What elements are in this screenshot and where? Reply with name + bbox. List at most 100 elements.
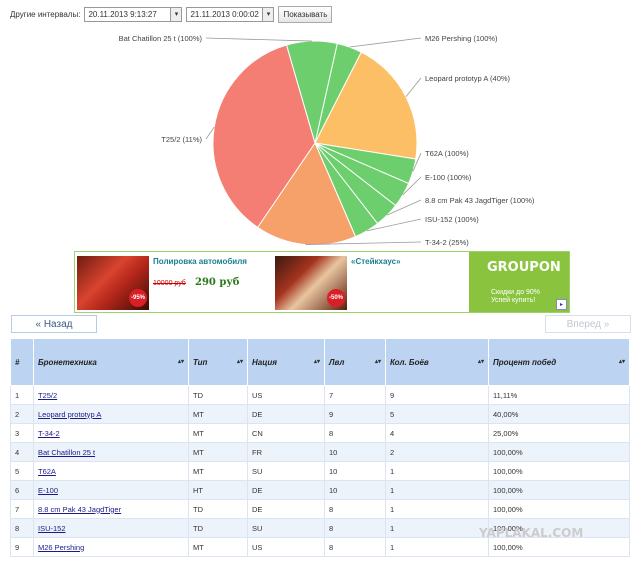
col-winrate[interactable]: Процент побед ▴▾: [488, 338, 630, 386]
groupon-tagline: Скидки до 90%: [491, 289, 540, 296]
table-cell: SU: [247, 518, 325, 538]
discount-badge: -50%: [327, 289, 345, 307]
table-cell: 4: [10, 442, 34, 462]
vehicle-link[interactable]: T25/2: [38, 390, 58, 400]
back-button[interactable]: « Назад: [11, 315, 97, 333]
date-to-value: 21.11.2013 0:00:02: [190, 9, 259, 19]
vehicle-link[interactable]: M26 Pershing: [38, 542, 85, 552]
slice-label: T-34-2 (25%): [425, 238, 469, 247]
table-cell: 7: [324, 385, 386, 405]
table-cell: 2: [10, 404, 34, 424]
table-cell: 8: [324, 423, 386, 443]
discount-badge: -95%: [129, 289, 147, 307]
table-cell: 2: [385, 442, 489, 462]
table-cell: MT: [188, 537, 248, 557]
show-button[interactable]: Показывать: [278, 5, 333, 23]
slice-label: T25/2 (11%): [161, 135, 202, 144]
old-price: 10000 руб: [153, 280, 186, 287]
date-from-field[interactable]: 20.11.2013 9:13:27 ▾: [84, 6, 183, 22]
slice-label: Bat Chatillon 25 t (100%): [119, 34, 203, 43]
col-vehicle[interactable]: Бронетехника ▴▾: [33, 338, 189, 386]
table-cell: SU: [247, 461, 325, 481]
table-row: 6 E-100 HT DE 10 1 100,00%: [10, 480, 630, 500]
sort-icon[interactable]: ▴▾: [618, 359, 625, 365]
table-cell: 10: [324, 442, 386, 462]
table-cell: Bat Chatillon 25 t: [33, 442, 189, 462]
col-number[interactable]: #: [10, 338, 34, 386]
table-cell: 1: [385, 480, 489, 500]
info-icon[interactable]: ▸: [556, 299, 567, 310]
table-cell: M26 Pershing: [33, 537, 189, 557]
vehicle-link[interactable]: E-100: [38, 485, 59, 495]
vehicle-link[interactable]: T-34-2: [38, 428, 60, 438]
table-cell: Leopard prototyp A: [33, 404, 189, 424]
sort-icon[interactable]: ▴▾: [177, 359, 184, 365]
table-row: 5 T62A MT SU 10 1 100,00%: [10, 461, 630, 481]
table-cell: 1: [385, 518, 489, 538]
slice-leader-line: [405, 77, 422, 97]
table-cell: MT: [188, 423, 248, 443]
slice-leader-line: [205, 37, 312, 42]
col-type[interactable]: Тип ▴▾: [188, 338, 248, 386]
table-cell: 1: [385, 461, 489, 481]
table-row: 4 Bat Chatillon 25 t MT FR 10 2 100,00%: [10, 442, 630, 462]
vehicle-link[interactable]: Leopard prototyp A: [38, 409, 102, 419]
date-from-value: 20.11.2013 9:13:27: [88, 9, 157, 19]
table-cell: TD: [188, 385, 248, 405]
vehicle-link[interactable]: 8.8 cm Pak 43 JagdTiger: [38, 504, 122, 514]
table-row: 8 ISU-152 TD SU 8 1 100,00%: [10, 518, 630, 538]
table-cell: 8: [324, 499, 386, 519]
ad-item-polish[interactable]: -95% Полировка автомобиля 10000 руб 290 …: [75, 254, 271, 310]
slice-leader-line: [412, 152, 422, 172]
slice-leader-line: [386, 199, 422, 216]
table-cell: 3: [10, 423, 34, 443]
table-cell: 8.8 cm Pak 43 JagdTiger: [33, 499, 189, 519]
table-cell: TD: [188, 499, 248, 519]
groupon-ad[interactable]: GROUPON Скидки до 90% Успей купить! ▸: [469, 252, 569, 312]
table-cell: 8: [324, 537, 386, 557]
col-nation[interactable]: Нация ▴▾: [247, 338, 325, 386]
table-cell: 5: [385, 404, 489, 424]
steakhouse-image: -50%: [275, 256, 347, 310]
pie-slice[interactable]: [212, 44, 316, 229]
table-cell: 10: [324, 480, 386, 500]
table-cell: 9: [385, 385, 489, 405]
ad-item-steakhouse[interactable]: -50% «Стейкхаус»: [273, 254, 467, 310]
vehicle-link[interactable]: T62A: [38, 466, 56, 476]
table-cell: 100,00%: [488, 537, 630, 557]
ad-banner[interactable]: -95% Полировка автомобиля 10000 руб 290 …: [74, 251, 570, 313]
vehicle-link[interactable]: ISU-152: [38, 523, 66, 533]
pie-slice[interactable]: [285, 40, 338, 144]
sort-icon[interactable]: ▴▾: [236, 359, 243, 365]
table-cell: 10: [324, 461, 386, 481]
col-battles[interactable]: Кол. Боёв ▴▾: [385, 338, 489, 386]
vehicle-link[interactable]: Bat Chatillon 25 t: [38, 447, 96, 457]
table-cell: E-100: [33, 480, 189, 500]
table-cell: 100,00%: [488, 480, 630, 500]
table-cell: DE: [247, 499, 325, 519]
table-cell: MT: [188, 461, 248, 481]
table-row: 3 T-34-2 MT CN 8 4 25,00%: [10, 423, 630, 443]
table-cell: HT: [188, 480, 248, 500]
slice-label: T62A (100%): [425, 149, 469, 158]
sort-icon[interactable]: ▴▾: [477, 359, 484, 365]
ad-title[interactable]: «Стейкхаус»: [351, 257, 401, 266]
table-row: 7 8.8 cm Pak 43 JagdTiger TD DE 8 1 100,00%: [10, 499, 630, 519]
table-cell: 11,11%: [488, 385, 630, 405]
groupon-tagline: Успей купить!: [491, 297, 536, 304]
slice-leader-line: [205, 126, 215, 140]
forward-button[interactable]: Вперед »: [545, 315, 631, 333]
table-cell: TD: [188, 518, 248, 538]
table-cell: 7: [10, 499, 34, 519]
calendar-dropdown-icon[interactable]: ▾: [170, 7, 182, 21]
date-to-field[interactable]: 21.11.2013 0:00:02 ▾: [186, 6, 275, 22]
sort-icon[interactable]: ▴▾: [374, 359, 381, 365]
ad-title[interactable]: Полировка автомобиля: [153, 257, 247, 266]
slice-label: ISU-152 (100%): [425, 215, 479, 224]
col-level[interactable]: Лвл ▴▾: [324, 338, 386, 386]
calendar-dropdown-icon[interactable]: ▾: [262, 7, 274, 21]
sort-icon[interactable]: ▴▾: [313, 359, 320, 365]
table-cell: DE: [247, 480, 325, 500]
table-row: 2 Leopard prototyp A MT DE 9 5 40,00%: [10, 404, 630, 424]
watermark: YAPLAKAL.COM: [479, 526, 584, 540]
